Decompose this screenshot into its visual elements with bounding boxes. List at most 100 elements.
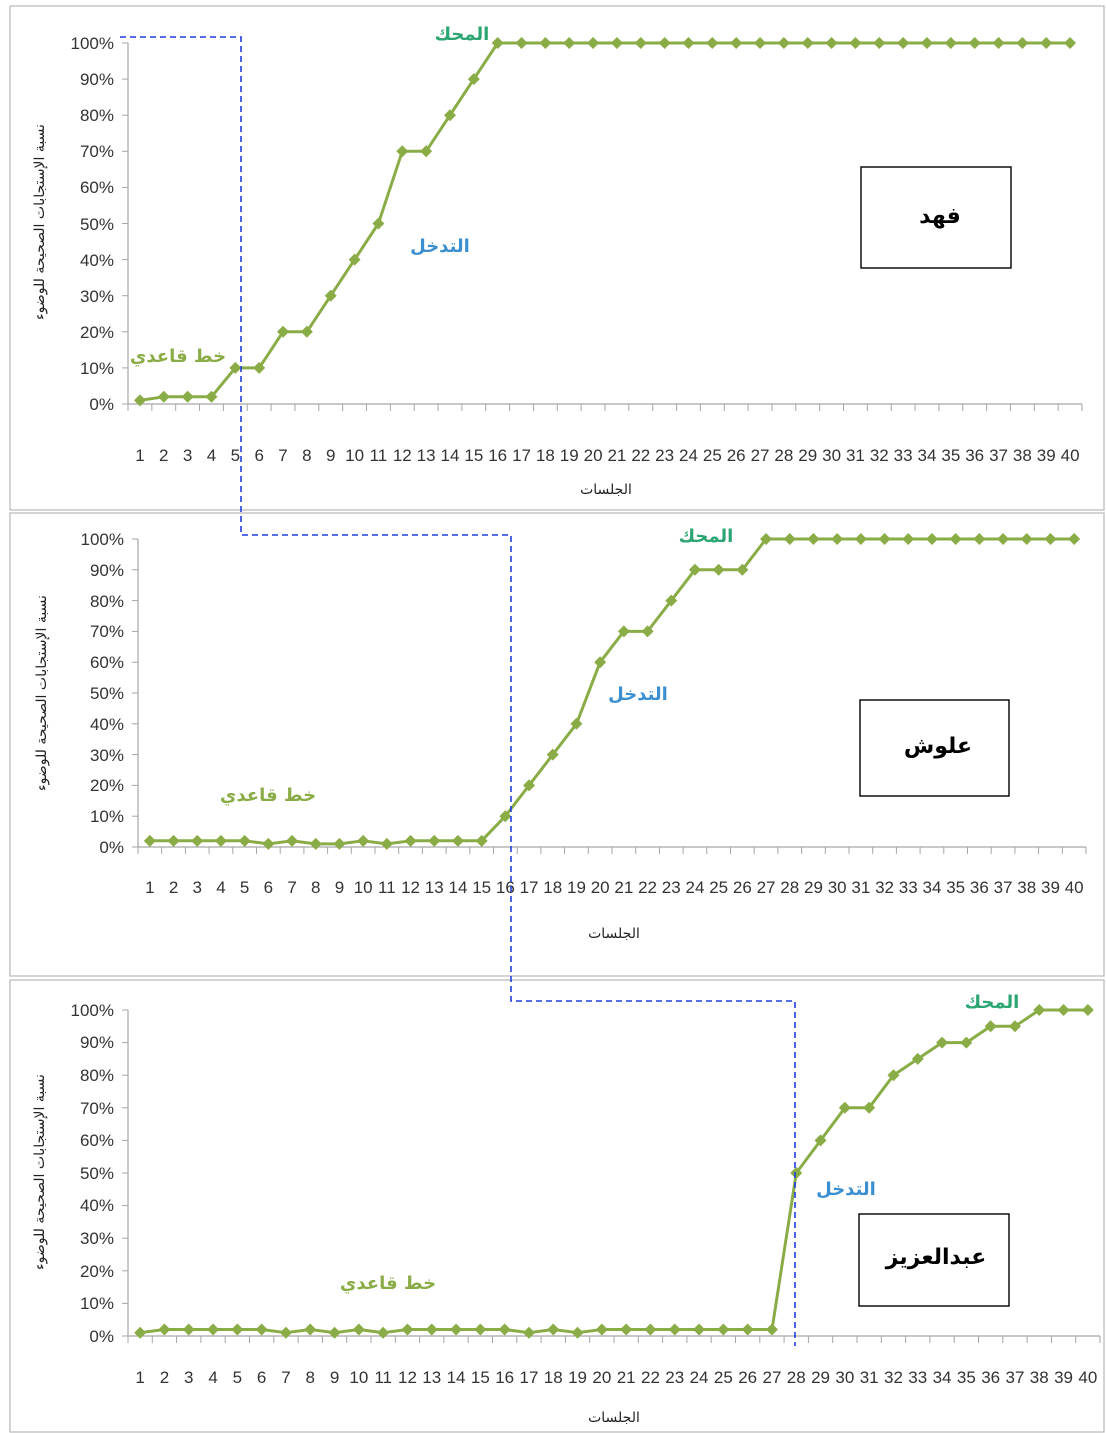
data-point-marker: [143, 834, 156, 847]
data-point-marker: [396, 145, 409, 158]
x-tick-label: 38: [1013, 446, 1032, 465]
x-tick-labels: 1 2 3 4 5 6 7 8 9 10 11 12 13 14 15 16 17 18 19 20 21 22 23 24 2…: [145, 878, 1083, 897]
x-tick-label: 8: [311, 878, 320, 897]
data-point-marker: [984, 1020, 997, 1033]
participant-name-box: [858, 1213, 1010, 1307]
x-tick-label: 39: [1041, 878, 1060, 897]
y-tick-label: 20%: [80, 1262, 114, 1281]
x-tick-label: 28: [780, 878, 799, 897]
x-tick-label: 29: [798, 446, 817, 465]
x-tick-label: 21: [617, 1368, 636, 1387]
data-point-marker: [324, 289, 337, 302]
x-tick-label: 27: [762, 1368, 781, 1387]
data-point-marker: [231, 1323, 244, 1336]
y-tick-label: 30%: [90, 746, 124, 765]
y-tick-label: 40%: [80, 1196, 114, 1215]
data-point-marker: [348, 253, 361, 266]
data-point-marker: [547, 1323, 560, 1336]
data-point-marker: [665, 594, 678, 607]
data-point-marker: [255, 1323, 268, 1336]
data-point-marker: [760, 533, 773, 545]
x-tick-label: 15: [471, 1368, 490, 1387]
data-point-marker: [420, 145, 433, 158]
y-tick-label: 30%: [80, 1229, 114, 1248]
data-point-marker: [610, 37, 623, 49]
x-tick-labels: 1 2 3 4 5 6 7 8 9 10 11 12 13 14 15 16 17 18 19 20 21 22 23 24 2…: [135, 446, 1079, 465]
y-tick-label: 70%: [80, 1099, 114, 1118]
data-point-marker: [134, 1326, 147, 1339]
y-tick-label: 90%: [90, 561, 124, 580]
data-point-marker: [863, 1101, 876, 1114]
data-point-marker: [658, 37, 671, 49]
data-point-marker: [911, 1052, 924, 1065]
x-tick-label: 26: [738, 1368, 757, 1387]
y-axis-title: نسبة الإستجابات الصحيحة للوضوء: [32, 1074, 48, 1270]
axis-ticks: [122, 42, 1083, 411]
x-tick-label: 1: [145, 878, 154, 897]
data-point-marker: [1008, 1020, 1021, 1033]
x-tick-label: 7: [287, 878, 296, 897]
baseline-phase-label: خط قاعدي: [220, 785, 316, 806]
data-point-marker: [693, 1323, 706, 1336]
data-point-marker: [167, 834, 180, 847]
series-line: [140, 1008, 1088, 1335]
y-tick-label: 50%: [80, 1164, 114, 1183]
data-point-marker: [262, 837, 275, 850]
x-tick-label: 22: [638, 878, 657, 897]
data-point-marker: [682, 37, 695, 49]
data-point-marker: [181, 390, 194, 403]
x-tick-label: 5: [231, 446, 240, 465]
y-tick-label: 70%: [90, 622, 124, 641]
data-point-marker: [712, 563, 725, 576]
y-tick-label: 0%: [89, 395, 114, 414]
data-point-marker: [1033, 1004, 1046, 1016]
y-axis-title: نسبة الإستجابات الصحيحة للوضوء: [32, 124, 48, 320]
data-point-marker: [854, 533, 867, 545]
x-tick-label: 27: [751, 446, 770, 465]
data-point-marker: [300, 325, 313, 338]
y-tick-label: 60%: [80, 178, 114, 197]
y-tick-label: 100%: [71, 1001, 114, 1020]
data-point-marker: [1068, 533, 1081, 545]
data-point-marker: [790, 1167, 803, 1179]
mastery-phase-label: المحك: [679, 526, 734, 547]
data-point-marker: [498, 1323, 511, 1336]
intervention-phase-label: التدخل: [608, 684, 668, 705]
series-markers: [143, 533, 1081, 850]
x-tick-labels: 1 2 3 4 5 6 7 8 9 10 11 12 13 14 15 16 17 18 19 20 21 22 23 24 2…: [135, 1368, 1097, 1387]
x-tick-label: 16: [496, 878, 515, 897]
x-tick-label: 9: [326, 446, 335, 465]
data-point-marker: [973, 533, 986, 545]
data-point-marker: [949, 533, 962, 545]
data-point-marker: [451, 834, 464, 847]
panel-frame: [9, 979, 1105, 1433]
x-tick-label: 15: [472, 878, 491, 897]
data-point-marker: [807, 533, 820, 545]
data-point-marker: [158, 1323, 171, 1336]
x-tick-label: 33: [899, 878, 918, 897]
x-tick-label: 13: [422, 1368, 441, 1387]
data-point-marker: [736, 563, 749, 576]
x-tick-label: 2: [160, 1368, 169, 1387]
x-tick-label: 23: [655, 446, 674, 465]
x-tick-label: 37: [1005, 1368, 1024, 1387]
x-tick-label: 25: [703, 446, 722, 465]
x-tick-label: 34: [922, 878, 941, 897]
x-tick-label: 6: [264, 878, 273, 897]
axis-ticks: [122, 1009, 1101, 1343]
data-point-marker: [920, 37, 933, 49]
data-point-marker: [1081, 1004, 1094, 1016]
x-tick-label: 20: [592, 1368, 611, 1387]
data-point-marker: [205, 390, 218, 403]
data-point-marker: [428, 834, 441, 847]
y-tick-labels: 0% 10% 20% 30% 40% 50% 60% 70% 80% 90% 1…: [81, 530, 124, 857]
x-tick-label: 13: [417, 446, 436, 465]
data-point-marker: [936, 1036, 949, 1049]
x-tick-label: 17: [520, 878, 539, 897]
x-tick-label: 17: [512, 446, 531, 465]
x-axis-title: الجلسات: [588, 1410, 640, 1426]
y-tick-label: 20%: [80, 323, 114, 342]
data-point-marker: [634, 37, 647, 49]
x-tick-label: 36: [965, 446, 984, 465]
data-point-marker: [730, 37, 743, 49]
